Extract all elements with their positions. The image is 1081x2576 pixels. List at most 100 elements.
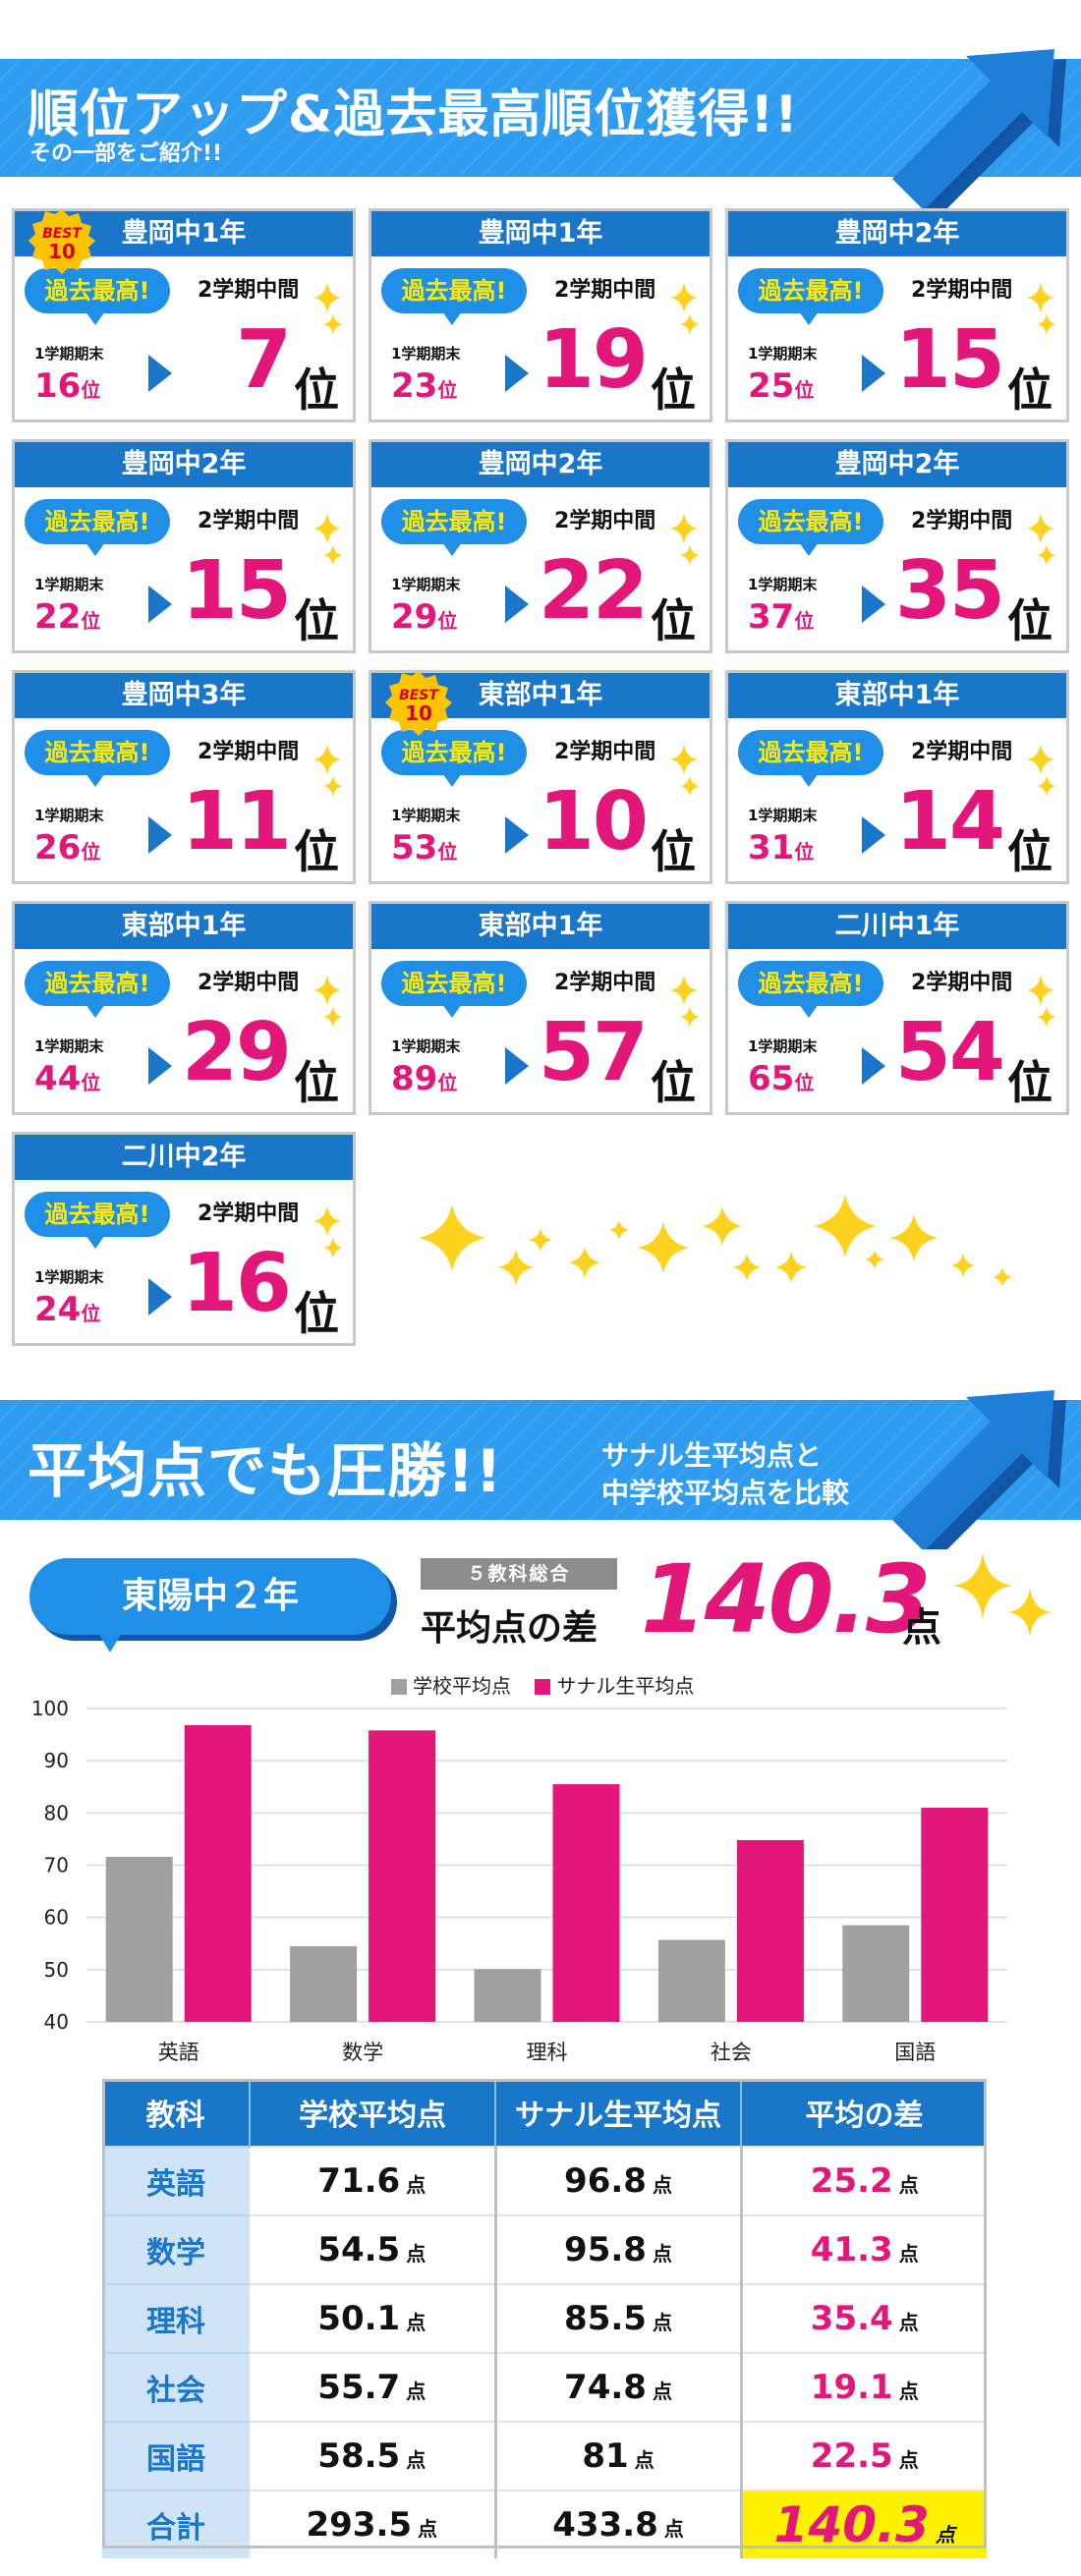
- term-after: 2学期中間: [554, 278, 656, 303]
- term-after: 2学期中間: [911, 971, 1013, 995]
- cell-school-average: 55.7 点: [250, 2352, 497, 2422]
- cell-sanaru-average: 96.8 点: [495, 2146, 743, 2215]
- rank-unit: 位: [294, 1287, 339, 1340]
- cell-sanaru-average: 74.8 点: [495, 2352, 743, 2422]
- rank-before: 37位: [748, 597, 815, 637]
- sparkle-icon: [814, 1195, 877, 1258]
- ranking-card: 二川中1年 過去最高! 2学期中間 1学期期末 65位 54 位: [725, 901, 1069, 1115]
- y-tick-label: 70: [44, 1854, 69, 1877]
- cell-school-average: 50.1 点: [250, 2283, 497, 2353]
- arrow-right-icon: [148, 586, 172, 623]
- sparkle-icon: [951, 1254, 975, 1277]
- up-arrow-icon: [892, 1390, 1066, 1549]
- card-school: 豊岡中2年: [728, 442, 1066, 487]
- rank-unit: 位: [1007, 825, 1053, 878]
- x-tick-label: 社会: [711, 2041, 752, 2064]
- term-after: 2学期中間: [554, 971, 656, 995]
- best10-line1: BEST: [42, 226, 83, 242]
- record-high-badge: 過去最高!: [25, 268, 170, 325]
- arrow-right-icon: [148, 355, 172, 392]
- bar-sanaru: [184, 1725, 252, 2022]
- sparkle-icon: [670, 744, 700, 797]
- arrow-right-icon: [505, 586, 529, 623]
- rank-before: 25位: [748, 366, 815, 406]
- term-before: 1学期期末: [748, 1037, 818, 1055]
- sparkle-icon: [1027, 744, 1056, 797]
- banner-subtitle-line2: 中学校平均点を比較: [601, 1477, 850, 1509]
- term-before: 1学期期末: [391, 1037, 461, 1055]
- card-school: 豊岡中2年: [371, 442, 710, 487]
- rank-unit: 位: [294, 1056, 339, 1109]
- sparkle-icon: [775, 1252, 807, 1283]
- cell-school-average: 54.5 点: [250, 2214, 497, 2284]
- ranking-card: 東部中1年 過去最高! 2学期中間 1学期期末 89位 57 位: [369, 901, 712, 1115]
- record-high-badge: 過去最高!: [381, 499, 527, 556]
- ranking-card: 豊岡中1年 過去最高! 2学期中間 1学期期末 16位 7 位 BEST 10: [12, 208, 356, 422]
- sparkle-icon: [638, 1222, 689, 1273]
- rank-before: 53位: [391, 828, 458, 868]
- card-school: 東部中1年: [728, 673, 1066, 718]
- table-row: 英語 71.6 点 96.8 点 25.2 点: [102, 2146, 987, 2215]
- term-before: 1学期期末: [34, 1268, 104, 1286]
- bar-school: [474, 1969, 541, 2022]
- five-subjects-tag: ５教科総合: [421, 1558, 617, 1590]
- sparkle-icon: [609, 1220, 629, 1240]
- sparkle-icon: [498, 1250, 534, 1285]
- table-row: 国語 58.5 点 81 点 22.5 点: [102, 2421, 987, 2491]
- rank-unit: 位: [294, 364, 339, 417]
- legend-school: 学校平均点: [391, 1674, 511, 1698]
- term-after: 2学期中間: [198, 1202, 300, 1226]
- rank-after: 54: [894, 1006, 1005, 1099]
- x-tick-label: 理科: [527, 2041, 568, 2064]
- chart-legend: 学校平均点 サナル生平均点: [391, 1670, 694, 1699]
- rank-after: 57: [538, 1006, 649, 1099]
- rank-before: 16位: [34, 366, 101, 406]
- y-tick-label: 80: [44, 1801, 69, 1824]
- arrow-right-icon: [505, 1047, 529, 1085]
- average-diff-value: 140.3: [641, 1544, 932, 1654]
- rank-after: 15: [894, 313, 1005, 407]
- header-sanaru-average: サナル生平均点: [495, 2079, 742, 2147]
- ranking-card: 豊岡中2年 過去最高! 2学期中間 1学期期末 37位 35 位: [725, 439, 1069, 653]
- record-high-badge: 過去最高!: [738, 730, 883, 787]
- arrow-right-icon: [148, 816, 172, 854]
- cell-school-average: 293.5 点: [250, 2490, 497, 2558]
- rank-after: 11: [181, 775, 292, 868]
- table-row: 合計 293.5 点 433.8 点 140.3 点: [102, 2490, 987, 2558]
- y-tick-label: 100: [31, 1697, 69, 1720]
- record-high-badge: 過去最高!: [25, 1192, 170, 1249]
- cell-average-diff: 41.3 点: [741, 2214, 987, 2284]
- best10-line2: 10: [405, 701, 432, 725]
- sparkle-icon: [865, 1250, 884, 1269]
- sparkle-icon: [890, 1214, 938, 1261]
- average-bar-chart: 40 50 60 70 80 90 100 英語 数学 理科 社会 国語: [31, 1697, 1007, 2064]
- ranking-card: 豊岡中3年 過去最高! 2学期中間 1学期期末 26位 11 位: [12, 670, 356, 884]
- card-school: 豊岡中2年: [15, 442, 353, 487]
- rank-unit: 位: [294, 594, 339, 647]
- best10-line2: 10: [48, 240, 76, 263]
- rank-unit: 位: [651, 825, 696, 878]
- card-school: 豊岡中3年: [15, 673, 353, 718]
- sparkle-icon: [670, 975, 700, 1028]
- card-school: 豊岡中1年: [371, 211, 710, 256]
- cell-average-diff: 22.5 点: [741, 2421, 987, 2491]
- bar-school: [842, 1925, 910, 2022]
- rank-after: 35: [894, 544, 1005, 638]
- rank-after: 16: [181, 1237, 292, 1330]
- x-tick-label: 数学: [342, 2041, 383, 2064]
- ranking-card: 東部中1年 過去最高! 2学期中間 1学期期末 44位 29 位: [12, 901, 356, 1115]
- rank-after: 29: [181, 1006, 292, 1099]
- sparkle-icon: [733, 1254, 761, 1281]
- record-high-badge: 過去最高!: [25, 730, 170, 787]
- cell-subject: 数学: [102, 2214, 250, 2284]
- school-label-chip: 東陽中２年: [29, 1558, 391, 1652]
- sparkle-icon: [670, 513, 700, 566]
- term-after: 2学期中間: [198, 509, 300, 533]
- record-high-badge: 過去最高!: [381, 268, 527, 325]
- arrow-right-icon: [148, 1278, 172, 1316]
- rank-unit: 位: [1007, 364, 1053, 417]
- header-average-diff: 平均の差: [741, 2079, 987, 2147]
- rank-before: 23位: [391, 366, 458, 406]
- average-diff-unit: 点: [902, 1605, 941, 1651]
